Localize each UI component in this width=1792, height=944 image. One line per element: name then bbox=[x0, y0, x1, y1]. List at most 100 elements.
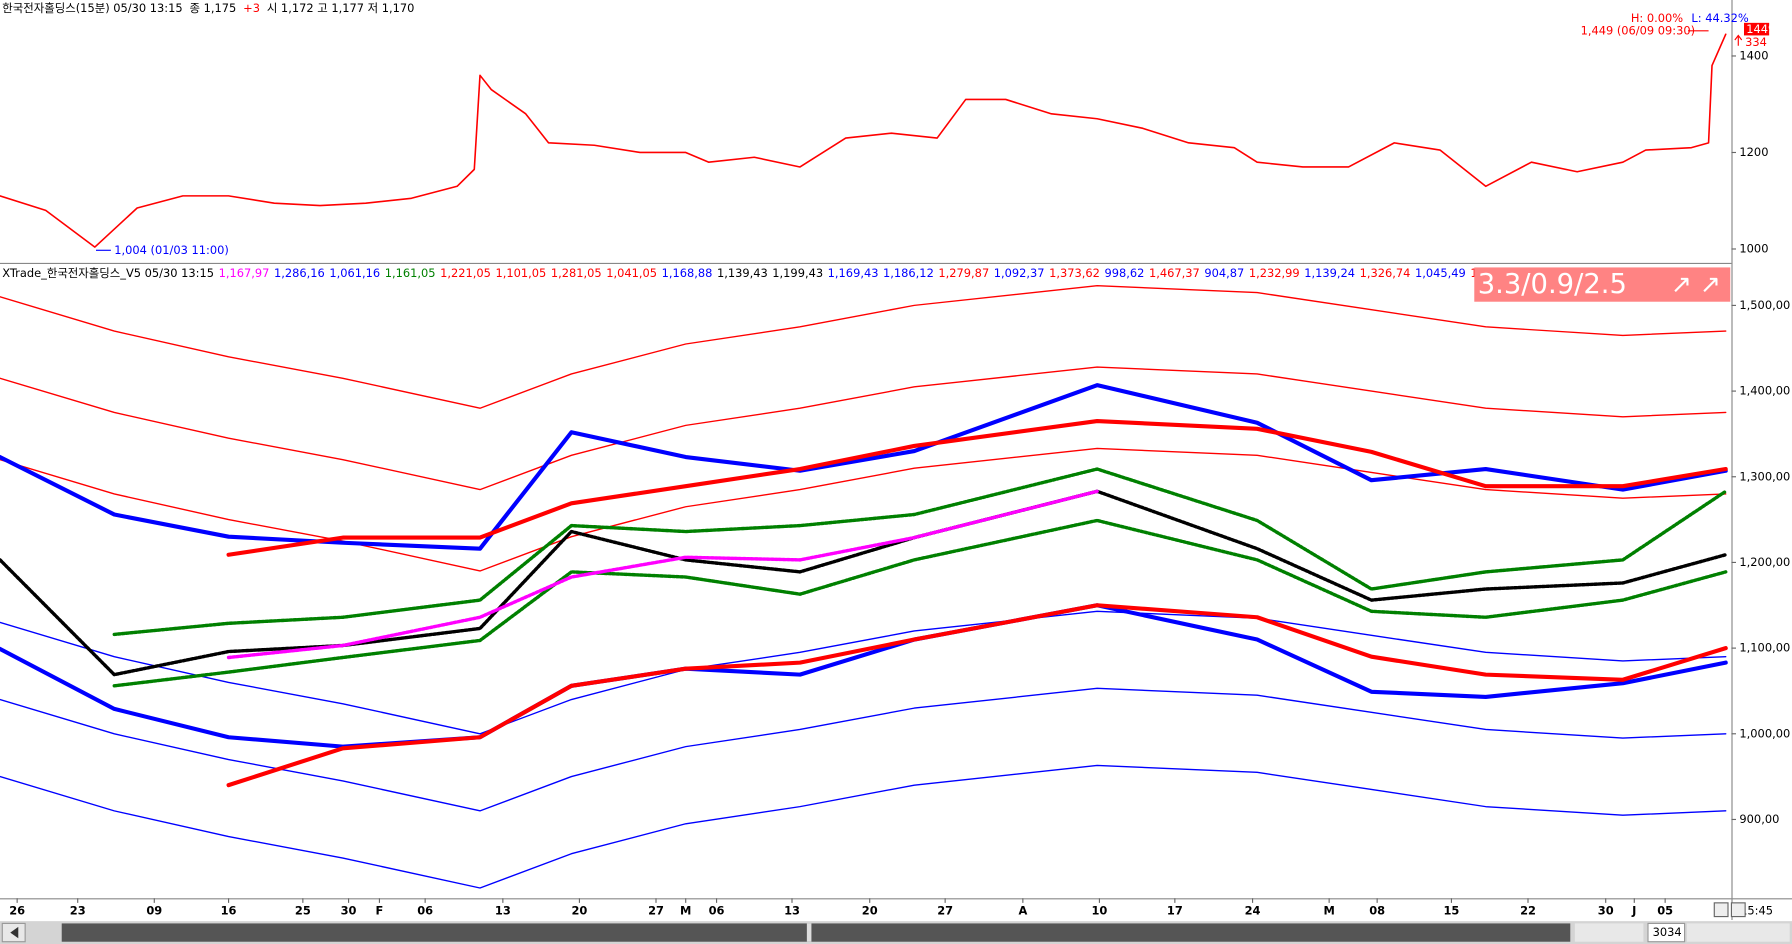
legend-value: 1,373,62 bbox=[1049, 266, 1100, 280]
legend-value: 904,87 bbox=[1204, 266, 1244, 280]
x-tick-label: M bbox=[1323, 903, 1334, 917]
signal-badge bbox=[1474, 267, 1731, 302]
series-line bbox=[0, 447, 1727, 572]
y-tick-label: 1400 bbox=[1739, 48, 1768, 62]
bar-count-box[interactable] bbox=[1647, 922, 1686, 943]
x-tick-label: 13 bbox=[784, 903, 800, 917]
scroll-controls[interactable] bbox=[1574, 923, 1644, 942]
legend-value: 1,045,49 bbox=[1415, 266, 1466, 280]
x-tick-label: 20 bbox=[862, 903, 878, 917]
legend-value: 1,286,16 bbox=[274, 266, 325, 280]
x-tick-label: 16 bbox=[221, 903, 237, 917]
high-label: 1,449 (06/09 09:30) bbox=[1581, 23, 1696, 37]
legend-value: 1,279,87 bbox=[938, 266, 989, 280]
x-tick-label: 20 bbox=[571, 903, 587, 917]
y-tick-label: 1,400,00 bbox=[1739, 384, 1790, 398]
legend-value: 1,467,37 bbox=[1149, 266, 1200, 280]
badge-arrows: ↗ ↗ bbox=[1671, 270, 1721, 299]
x-tick-label: A bbox=[1018, 903, 1027, 917]
x-tick-label: F bbox=[376, 903, 384, 917]
zoom-button[interactable] bbox=[1713, 902, 1729, 918]
series-line bbox=[0, 33, 1727, 248]
series-line bbox=[0, 764, 1727, 889]
scroll-thumb[interactable] bbox=[806, 923, 812, 942]
search-button[interactable] bbox=[1730, 902, 1746, 918]
indicator-legend: XTrade_한국전자홀딩스_V5 05/30 13:15 1,167,97 1,2… bbox=[2, 266, 1565, 280]
x-tick-label: 30 bbox=[1598, 903, 1614, 917]
low-percent: L: 44.32% bbox=[1691, 11, 1748, 25]
x-tick-label: 23 bbox=[70, 903, 86, 917]
legend-value: 1,161,05 bbox=[385, 266, 436, 280]
x-tick-label: 26 bbox=[9, 903, 25, 917]
x-tick-label: 13 bbox=[495, 903, 511, 917]
x-tick-label: 17 bbox=[1167, 903, 1183, 917]
left-arrow-icon bbox=[10, 926, 19, 939]
legend-value: 1,168,88 bbox=[662, 266, 713, 280]
x-tick-label: 06 bbox=[709, 903, 725, 917]
x-tick-label: 24 bbox=[1245, 903, 1261, 917]
series-line bbox=[0, 603, 1728, 749]
x-tick-label: 27 bbox=[937, 903, 953, 917]
legend-value: 998,62 bbox=[1105, 266, 1145, 280]
legend-value: 1,092,37 bbox=[994, 266, 1045, 280]
x-tick-label: 08 bbox=[1369, 903, 1385, 917]
x-tick-label: 05 bbox=[1657, 903, 1673, 917]
x-tick-label: 27 bbox=[648, 903, 664, 917]
time-label: 15:45 bbox=[1740, 903, 1773, 917]
series-line bbox=[226, 418, 1728, 557]
series-line bbox=[112, 467, 1728, 637]
change-label: 334 bbox=[1745, 35, 1767, 49]
x-tick-label: 25 bbox=[295, 903, 311, 917]
x-tick-label: 22 bbox=[1520, 903, 1536, 917]
x-tick-label: 10 bbox=[1091, 903, 1107, 917]
legend-value: 1,199,43 bbox=[772, 266, 823, 280]
indicator-panel: 900,00 1,000,00 1,100,00 1,200,00 1,300,00 1,… bbox=[0, 266, 1790, 917]
legend-value: 1,326,74 bbox=[1360, 266, 1411, 280]
legend-value: 1,061,16 bbox=[329, 266, 380, 280]
x-tick-label: 09 bbox=[146, 903, 162, 917]
header-item: 시 1,172 고 1,177 저 1,170 bbox=[267, 0, 415, 14]
last-price: 1449 bbox=[1746, 22, 1775, 36]
y-tick-label: 1200 bbox=[1739, 145, 1768, 159]
y-tick-label: 1,000,00 bbox=[1739, 726, 1790, 740]
x-tick-label: 30 bbox=[341, 903, 357, 917]
header-item: 한국전자홀딩스(15분) 05/30 13:15 bbox=[2, 0, 182, 14]
legend-value: 1,139,24 bbox=[1304, 266, 1355, 280]
bar-count: 3034 bbox=[1653, 925, 1682, 939]
y-tick-label: 1,200,00 bbox=[1739, 555, 1790, 569]
legend-value: 1,186,12 bbox=[883, 266, 934, 280]
scroll-track bbox=[61, 923, 1571, 942]
up-arrow bbox=[1734, 34, 1743, 46]
series-line bbox=[0, 285, 1727, 409]
x-tick-label: J bbox=[1631, 903, 1636, 917]
header-item: 종 1,175 bbox=[190, 0, 237, 14]
series-line bbox=[226, 603, 1728, 788]
header-item: +3 bbox=[243, 0, 260, 14]
header: 한국전자홀딩스(15분) 05/30 13:15 종 1,175 +3 시 1,172… bbox=[2, 0, 414, 14]
series-line bbox=[0, 489, 1728, 677]
legend-value: 1,167,97 bbox=[219, 266, 270, 280]
y-tick-label: 900,00 bbox=[1739, 812, 1779, 826]
legend-value: 1,281,05 bbox=[551, 266, 602, 280]
legend-value: 1,221,05 bbox=[440, 266, 491, 280]
x-tick-label: 15 bbox=[1443, 903, 1459, 917]
x-tick-label: M bbox=[680, 903, 691, 917]
legend-value: 1,139,43 bbox=[717, 266, 768, 280]
y-tick-label: 1000 bbox=[1739, 241, 1768, 255]
legend-value: 1,232,99 bbox=[1249, 266, 1300, 280]
series-line bbox=[0, 610, 1727, 735]
x-tick-label: 06 bbox=[417, 903, 433, 917]
legend-value: 1,041,05 bbox=[606, 266, 657, 280]
series-line bbox=[112, 518, 1728, 688]
legend-value: 1,169,43 bbox=[828, 266, 879, 280]
zoom-controls[interactable] bbox=[1686, 923, 1790, 942]
high-percent: H: 0.00% bbox=[1631, 11, 1683, 25]
y-tick-label: 1,500,00 bbox=[1739, 298, 1790, 312]
y-tick-label: 1,300,00 bbox=[1739, 469, 1790, 483]
header-text: 한국전자홀딩스(15분) 05/30 13:15 종 1,175 +3 시 1,172… bbox=[2, 0, 414, 14]
badge-text: 3.3/0.9/2.5 bbox=[1478, 269, 1627, 300]
low-label: 1,004 (01/03 11:00) bbox=[114, 243, 229, 257]
y-tick-label: 1,100,00 bbox=[1739, 641, 1790, 655]
series-line bbox=[226, 489, 1099, 660]
